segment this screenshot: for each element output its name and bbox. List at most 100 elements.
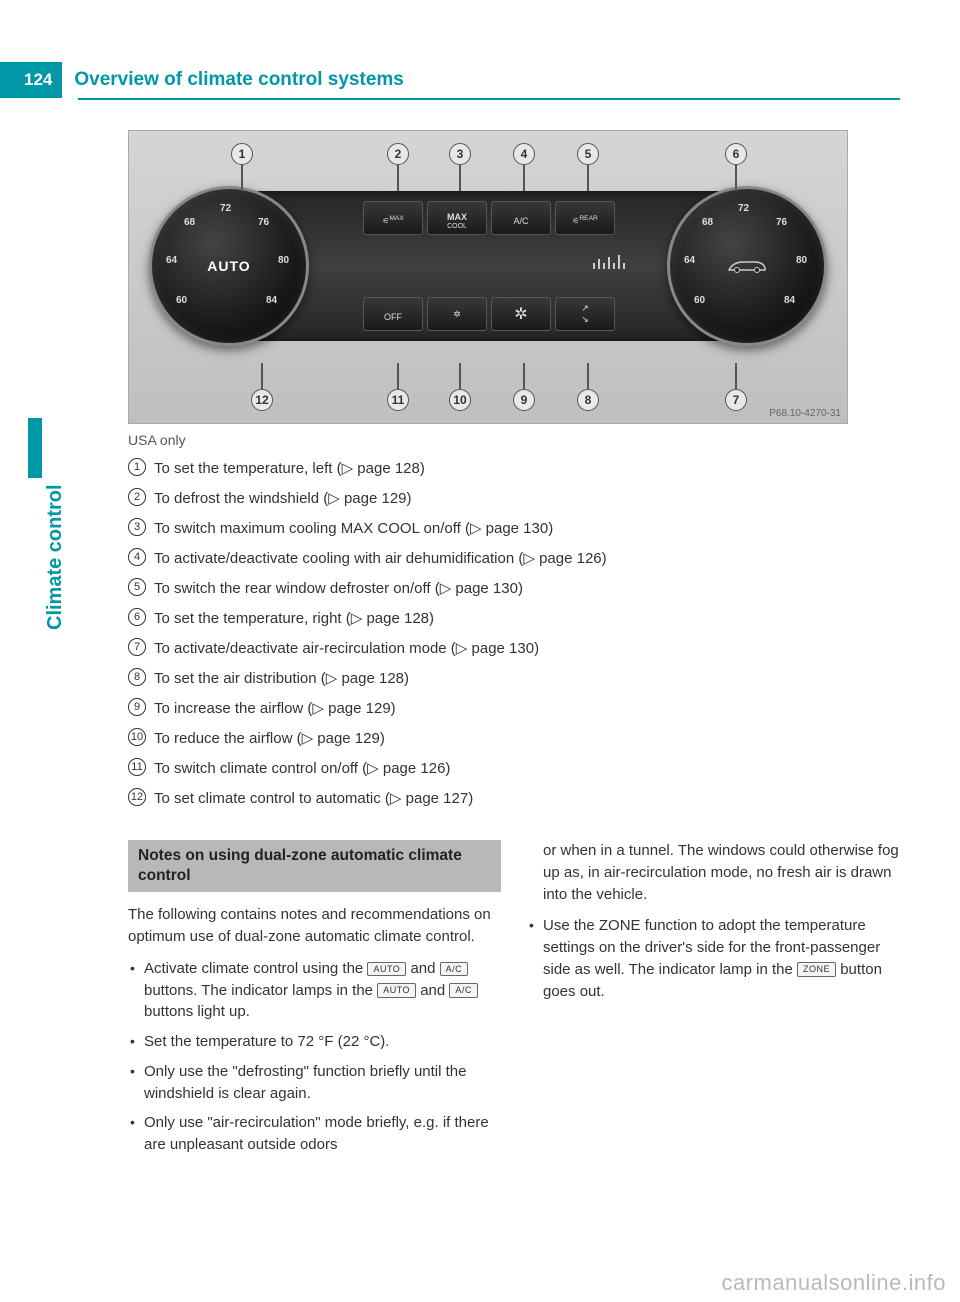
legend-text: To set the temperature, left (▷ page 128… bbox=[154, 454, 425, 484]
legend-number: 9 bbox=[128, 698, 146, 716]
legend-number: 8 bbox=[128, 668, 146, 686]
text: buttons light up. bbox=[144, 1003, 250, 1020]
callout-number: 10 bbox=[449, 389, 471, 411]
legend-row: 1 To set the temperature, left (▷ page 12… bbox=[128, 454, 900, 484]
legend-text: To switch maximum cooling MAX COOL on/of… bbox=[154, 514, 553, 544]
callout-line bbox=[459, 165, 461, 191]
auto-button-icon: AUTO bbox=[377, 983, 416, 998]
left-temp-dial: 72 76 80 84 68 64 60 AUTO bbox=[149, 186, 309, 346]
legend-number: 2 bbox=[128, 488, 146, 506]
callout-number: 7 bbox=[725, 389, 747, 411]
notes-list-right: Use the ZONE function to adopt the tempe… bbox=[527, 915, 900, 1002]
callout-line bbox=[735, 165, 737, 191]
legend-text: To activate/deactivate air-recirculation… bbox=[154, 634, 539, 664]
dial-num: 64 bbox=[166, 255, 177, 266]
ac-button-icon: A/C bbox=[449, 983, 478, 998]
callout-line bbox=[241, 165, 243, 191]
dial-num: 72 bbox=[738, 203, 749, 214]
side-tab-marker bbox=[28, 418, 42, 478]
legend-row: 3 To switch maximum cooling MAX COOL on/o… bbox=[128, 514, 900, 544]
bottom-button-row: OFF ✲ ✲ ↗↘ bbox=[363, 297, 615, 331]
legend-text: To switch the rear window defroster on/o… bbox=[154, 574, 523, 604]
page-number: 124 bbox=[24, 70, 52, 90]
legend-list: 1 To set the temperature, left (▷ page 12… bbox=[128, 454, 900, 814]
body-columns: Notes on using dual-zone automatic clima… bbox=[128, 840, 900, 1164]
dial-num: 60 bbox=[176, 295, 187, 306]
section-title: Notes on using dual-zone automatic clima… bbox=[128, 840, 501, 892]
btn-ac-label: A/C bbox=[513, 216, 528, 226]
header-underline bbox=[78, 98, 900, 100]
legend-text: To set the air distribution (▷ page 128) bbox=[154, 664, 409, 694]
zone-button-icon: ZONE bbox=[797, 962, 836, 977]
continuation-text: or when in a tunnel. The windows could o… bbox=[527, 840, 900, 905]
legend-row: 10 To reduce the airflow (▷ page 129) bbox=[128, 724, 900, 754]
col-left: Notes on using dual-zone automatic clima… bbox=[128, 840, 501, 1164]
legend-number: 6 bbox=[128, 608, 146, 626]
callout-number: 2 bbox=[387, 143, 409, 165]
legend-number: 1 bbox=[128, 458, 146, 476]
side-section-label: Climate control bbox=[44, 484, 67, 630]
legend-number: 5 bbox=[128, 578, 146, 596]
text: buttons. The indicator lamps in the bbox=[144, 982, 377, 999]
legend-text: To defrost the windshield (▷ page 129) bbox=[154, 484, 412, 514]
callout-line bbox=[459, 363, 461, 389]
left-dial-center: AUTO bbox=[207, 258, 250, 274]
legend-row: 2 To defrost the windshield (▷ page 129) bbox=[128, 484, 900, 514]
page-number-box: 124 bbox=[0, 62, 62, 98]
callout-line bbox=[587, 165, 589, 191]
diagram-reference: P68.10-4270-31 bbox=[769, 408, 841, 419]
legend-row: 6 To set the temperature, right (▷ page 1… bbox=[128, 604, 900, 634]
header-title: Overview of climate control systems bbox=[62, 69, 403, 91]
legend-text: To increase the airflow (▷ page 129) bbox=[154, 694, 396, 724]
callout-number: 3 bbox=[449, 143, 471, 165]
col-right: or when in a tunnel. The windows could o… bbox=[527, 840, 900, 1164]
ac-button-icon: A/C bbox=[440, 962, 469, 977]
dial-num: 60 bbox=[694, 295, 705, 306]
right-dial-car-icon bbox=[725, 256, 769, 276]
legend-row: 11 To switch climate control on/off (▷ pa… bbox=[128, 754, 900, 784]
btn-rear-defrost: ⚟REAR bbox=[555, 201, 615, 235]
air-dist-icon: ↗↘ bbox=[581, 303, 589, 325]
legend-text: To set climate control to automatic (▷ p… bbox=[154, 784, 473, 814]
callout-line bbox=[261, 363, 263, 389]
list-item: Only use the "defrosting" function brief… bbox=[128, 1061, 501, 1105]
dial-num: 84 bbox=[266, 295, 277, 306]
btn-off: OFF bbox=[363, 297, 423, 331]
right-temp-dial: 72 76 80 84 68 64 60 bbox=[667, 186, 827, 346]
intro-paragraph: The following contains notes and recomme… bbox=[128, 904, 501, 948]
btn-fan-down: ✲ bbox=[427, 297, 487, 331]
btn-air-distribution: ↗↘ bbox=[555, 297, 615, 331]
top-button-row: ⚟MAX MAXCOOL A/C ⚟REAR bbox=[363, 201, 615, 235]
dial-num: 72 bbox=[220, 203, 231, 214]
legend-number: 11 bbox=[128, 758, 146, 776]
fan-bars bbox=[593, 253, 625, 269]
list-item: Only use "air-recirculation" mode briefl… bbox=[128, 1112, 501, 1156]
callout-number: 12 bbox=[251, 389, 273, 411]
btn-max-cool: MAXCOOL bbox=[427, 201, 487, 235]
callout-number: 8 bbox=[577, 389, 599, 411]
legend-text: To switch climate control on/off (▷ page… bbox=[154, 754, 450, 784]
notes-list: Activate climate control using the AUTO … bbox=[128, 958, 501, 1156]
legend-text: To set the temperature, right (▷ page 12… bbox=[154, 604, 434, 634]
callout-number: 1 bbox=[231, 143, 253, 165]
auto-button-icon: AUTO bbox=[367, 962, 406, 977]
text: Activate climate control using the bbox=[144, 960, 367, 977]
btn-ac: A/C bbox=[491, 201, 551, 235]
callout-number: 5 bbox=[577, 143, 599, 165]
control-panel: ⚟MAX MAXCOOL A/C ⚟REAR ⚞ ➔ OFF ✲ ✲ ↗↘ bbox=[249, 191, 729, 341]
callout-number: 4 bbox=[513, 143, 535, 165]
callout-number: 6 bbox=[725, 143, 747, 165]
legend-text: To reduce the airflow (▷ page 129) bbox=[154, 724, 385, 754]
fan-up-icon: ✲ bbox=[514, 304, 527, 324]
legend-number: 12 bbox=[128, 788, 146, 806]
dial-num: 84 bbox=[784, 295, 795, 306]
text: and bbox=[416, 982, 449, 999]
watermark: carmanualsonline.info bbox=[721, 1270, 946, 1296]
climate-control-diagram: ⚟MAX MAXCOOL A/C ⚟REAR ⚞ ➔ OFF ✲ ✲ ↗↘ bbox=[128, 130, 848, 424]
dial-num: 76 bbox=[776, 217, 787, 228]
callout-line bbox=[523, 363, 525, 389]
legend-number: 3 bbox=[128, 518, 146, 536]
legend-row: 9 To increase the airflow (▷ page 129) bbox=[128, 694, 900, 724]
legend-number: 10 bbox=[128, 728, 146, 746]
legend-row: 4To activate/deactivate cooling with air… bbox=[128, 544, 900, 574]
